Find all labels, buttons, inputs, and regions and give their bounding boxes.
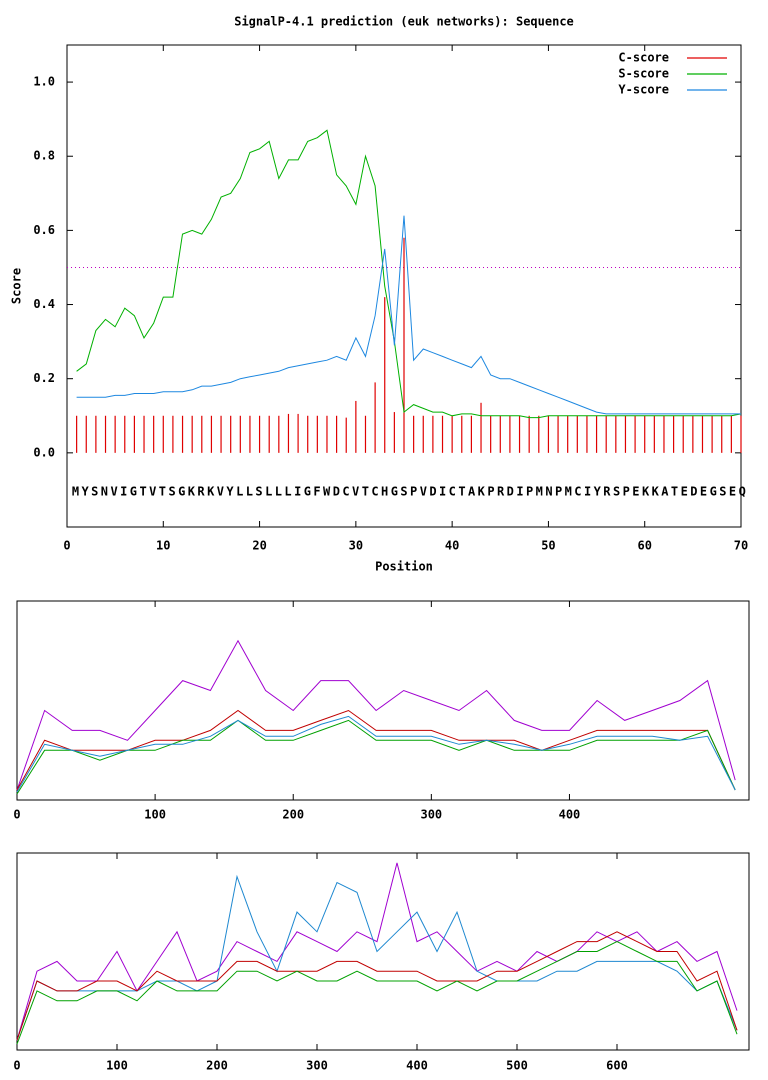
- series-line: [16, 639, 736, 791]
- y-tick-label: 0.2: [33, 371, 55, 385]
- legend-label: C-score: [618, 51, 669, 65]
- y-tick-label: 0.0: [33, 445, 55, 459]
- x-tick-label: 200: [282, 808, 304, 822]
- plot-frame: [16, 852, 750, 1051]
- x-tick-label: 100: [106, 1059, 128, 1073]
- series-line: [16, 715, 736, 793]
- series-line: [16, 709, 736, 791]
- series-line: [76, 215, 741, 415]
- x-tick-label: 300: [306, 1059, 328, 1073]
- x-tick-label: 0: [63, 539, 70, 553]
- x-tick-label: 70: [734, 539, 748, 553]
- plot-frame: [66, 44, 742, 528]
- x-tick-label: 600: [606, 1059, 628, 1073]
- series-line: [16, 874, 738, 1041]
- x-tick-label: 40: [445, 539, 459, 553]
- series-line: [76, 129, 742, 419]
- y-tick-label: 0.6: [33, 223, 55, 237]
- plot-frame: [16, 600, 750, 801]
- y-tick-label: 0.4: [33, 297, 55, 311]
- series-line: [16, 931, 738, 1041]
- x-tick-label: 0: [13, 808, 20, 822]
- x-tick-label: 400: [559, 808, 581, 822]
- x-tick-label: 300: [420, 808, 442, 822]
- x-tick-label: 20: [252, 539, 266, 553]
- x-tick-label: 0: [13, 1059, 20, 1073]
- x-tick-label: 200: [206, 1059, 228, 1073]
- x-tick-label: 50: [541, 539, 555, 553]
- x-tick-label: 400: [406, 1059, 428, 1073]
- x-tick-label: 10: [156, 539, 170, 553]
- y-axis-label: Score: [10, 268, 24, 304]
- legend-label: S-score: [618, 67, 669, 81]
- series-line: [16, 941, 738, 1045]
- y-tick-label: 0.8: [33, 149, 55, 163]
- x-tick-label: 30: [349, 539, 363, 553]
- sequence: MYSNVIGTVTSGKRKVYLLSLLLIGFWDCVTCHGSPVDIC…: [72, 485, 746, 499]
- legend-label: Y-score: [618, 83, 669, 97]
- series-line: [16, 719, 736, 795]
- x-tick-label: 60: [637, 539, 651, 553]
- chart-title: SignalP-4.1 prediction (euk networks): S…: [234, 15, 574, 29]
- x-tick-label: 100: [144, 808, 166, 822]
- x-tick-label: 500: [506, 1059, 528, 1073]
- x-axis-label: Position: [375, 560, 433, 574]
- y-tick-label: 1.0: [33, 75, 55, 89]
